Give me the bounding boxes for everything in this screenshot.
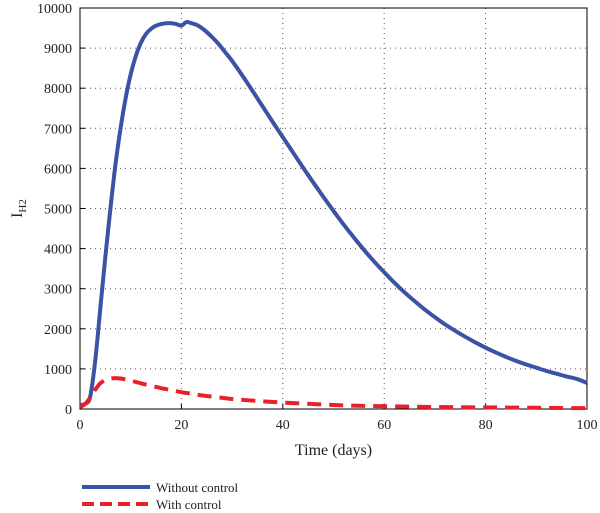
- y-tick-label: 9000: [44, 42, 72, 57]
- y-tick-label: 2000: [44, 323, 72, 338]
- y-tick-label: 6000: [44, 162, 72, 177]
- x-axis-label: Time (days): [295, 442, 372, 459]
- series-line-without-control: [79, 19, 588, 407]
- x-tick-label: 20: [174, 418, 188, 433]
- svg-text:IH2: IH2: [9, 199, 29, 218]
- y-tick-label: 7000: [44, 122, 72, 137]
- y-tick-label: 4000: [44, 243, 72, 258]
- y-tick-label: 0: [65, 403, 72, 418]
- x-tick-label: 80: [479, 418, 493, 433]
- x-tick-label: 60: [377, 418, 391, 433]
- legend-label-with-control: With control: [156, 497, 222, 512]
- series-lines: [79, 19, 588, 411]
- x-tick-label: 40: [276, 418, 290, 433]
- y-axis-label-main: I: [9, 213, 26, 218]
- axis-ticks: 0 20 40 60 80 1000100020003000400050006000700…: [37, 2, 598, 433]
- y-axis-label-sub: H2: [17, 199, 29, 212]
- y-axis-label: IH2: [9, 199, 29, 218]
- grid: [80, 8, 587, 409]
- legend-label-without-control: Without control: [156, 480, 239, 495]
- y-tick-label: 10000: [37, 2, 72, 17]
- y-tick-label: 5000: [44, 203, 72, 218]
- y-tick-label: 1000: [44, 363, 72, 378]
- y-tick-label: 8000: [44, 82, 72, 97]
- x-tick-label: 0: [77, 418, 84, 433]
- y-tick-label: 3000: [44, 283, 72, 298]
- series-line-with-control: [79, 376, 588, 411]
- x-tick-label: 100: [577, 418, 598, 433]
- legend: Without control With control: [82, 480, 239, 512]
